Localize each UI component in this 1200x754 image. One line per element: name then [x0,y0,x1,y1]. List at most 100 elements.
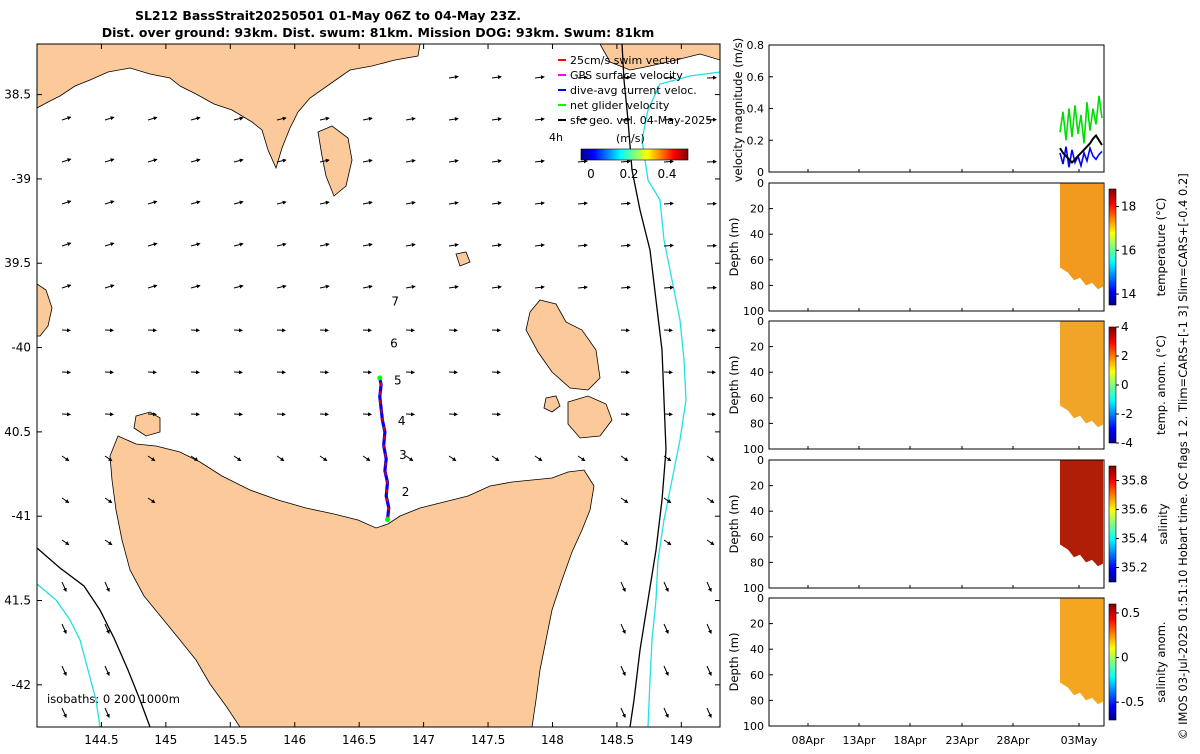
speed-colorbar [581,149,688,160]
legend-entry: dive-avg current veloc. [570,84,697,97]
depth-y-tick-label: 20 [750,480,764,493]
depth-colorbar-label: salinity anom. [1154,621,1168,702]
depth-y-label: Depth (m) [727,356,741,415]
depth-colorbar-tick-label: 4 [1121,320,1129,334]
map-x-tick-label: 147 [412,733,435,747]
geo-velocity-arrow [664,245,673,246]
geo-velocity-arrow [664,161,673,162]
depth-y-tick-label: 20 [750,203,764,216]
depth-y-tick-label: 80 [750,279,764,292]
depth-colorbar-tick-label: 35.2 [1121,561,1148,575]
map-x-tick-label: 148 [541,733,564,747]
map-x-tick-label: 148.5 [600,733,634,747]
depth-y-tick-label: 40 [750,643,764,656]
depth-panel-bg [769,598,1104,726]
depth-colorbar-tick-label: 0.5 [1121,606,1140,620]
depth-y-tick-label: 60 [750,254,764,267]
day-marker: 2 [402,485,410,499]
legend-entry: 25cm/s swim vector [570,54,681,67]
map-y-tick-label: -42 [11,678,31,692]
depth-panel-bg [769,321,1104,449]
map-x-tick-label: 149 [670,733,693,747]
depth-colorbar-label: salinity [1156,503,1170,544]
day-marker: 3 [399,448,407,462]
day-marker: 6 [390,337,398,351]
depth-y-tick-label: 0 [757,454,764,467]
depth-panel-bg [769,183,1104,311]
depth-y-tick-label: 20 [750,341,764,354]
depth-colorbar-label: temperature (°C) [1154,198,1168,297]
track-start [385,517,390,522]
geo-velocity-arrow [664,287,673,288]
time-x-tick-label: 03May [1061,734,1098,747]
depth-colorbar-tick-label: 16 [1121,243,1136,257]
depth-colorbar-tick-label: 0 [1121,651,1129,665]
velocity-y-tick-label: 0.2 [747,134,765,147]
depth-colorbar-tick-label: 2 [1121,349,1129,363]
depth-colorbar-tick-label: 0 [1121,378,1129,392]
depth-y-tick-label: 0 [757,592,764,605]
depth-y-tick-label: 0 [757,315,764,328]
time-x-tick-label: 18Apr [893,734,927,747]
geo-velocity-arrow [664,203,673,204]
depth-colorbar-tick-label: 18 [1121,200,1136,214]
speed-colorbar-tick: 0.2 [619,167,638,181]
velocity-y-tick-label: 0.4 [747,103,765,116]
track-end [377,375,382,380]
day-marker: 7 [391,294,399,308]
depth-colorbar-tick-label: 14 [1121,287,1136,301]
provenance-note: © IMOS 03-Jul-2025 01:51:10 Hobart time.… [1176,173,1190,740]
map-y-tick-label: 38.5 [4,88,31,102]
depth-colorbar-label: temp. anom. (°C) [1154,335,1168,435]
depth-y-tick-label: 0 [757,177,764,190]
velocity-panel-frame [769,45,1104,172]
time-x-tick-label: 13Apr [842,734,876,747]
depth-y-tick-label: 60 [750,392,764,405]
depth-colorbar [1109,466,1116,582]
legend-entry: net glider velocity [570,99,670,112]
map-x-tick-label: 145.5 [213,733,247,747]
depth-colorbar-tick-label: 35.8 [1121,474,1148,488]
depth-colorbar-tick-label: 35.6 [1121,503,1148,517]
depth-y-tick-label: 80 [750,694,764,707]
depth-y-label: Depth (m) [727,495,741,554]
map-x-tick-label: 145 [154,733,177,747]
velocity-y-tick-label: 0.8 [747,39,765,52]
depth-y-tick-label: 40 [750,505,764,518]
depth-y-tick-label: 60 [750,531,764,544]
depth-y-tick-label: 80 [750,556,764,569]
map-y-tick-label: 39.5 [4,256,31,270]
speed-colorbar-tick: 0 [587,167,595,181]
day-marker: 5 [394,374,402,388]
time-x-tick-label: 08Apr [791,734,825,747]
depth-colorbar-tick-label: -2 [1121,407,1133,421]
depth-y-tick-label: 20 [750,618,764,631]
depth-panel-bg [769,460,1104,588]
depth-colorbar [1109,604,1116,720]
map-x-tick-label: 147.5 [471,733,505,747]
map-y-tick-label: -41 [11,509,31,523]
map-x-tick-label: 144.5 [84,733,118,747]
map-x-tick-label: 146.5 [342,733,376,747]
depth-y-label: Depth (m) [727,633,741,692]
map-y-tick-label: 41.5 [4,594,31,608]
day-marker: 4 [398,414,406,428]
map-x-tick-label: 146 [283,733,306,747]
colorbar-title: (m/s) [616,132,645,145]
map-y-tick-label: 40.5 [4,425,31,439]
map-panel: 2 3 4 5 6 7 144.5 145 145.5 146 146.5 147 147.5 148 1… [4,44,720,747]
time-x-tick-label: 23Apr [945,734,979,747]
depth-colorbar-tick-label: -4 [1121,436,1133,450]
legend-extra: 4h [549,131,563,144]
depth-y-tick-label: 100 [743,720,764,733]
depth-y-label: Depth (m) [727,218,741,277]
depth-y-tick-label: 40 [750,366,764,379]
isobath-label: isobaths: 0 200 1000m [47,692,180,706]
velocity-y-tick-label: 0.6 [747,71,765,84]
map-title-line2: Dist. over ground: 93km. Dist. swum: 81k… [102,25,655,40]
speed-colorbar-tick: 0.4 [657,167,676,181]
map-title-line1: SL212 BassStrait20250501 01-May 06Z to 0… [135,8,521,23]
